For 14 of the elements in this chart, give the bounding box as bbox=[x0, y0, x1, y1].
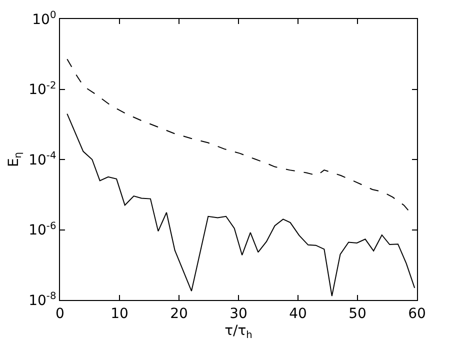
y-tick-label: 10$^{-6}$ bbox=[28, 220, 56, 239]
x-tick-label: 20 bbox=[170, 306, 188, 322]
x-tick-label: 0 bbox=[56, 306, 64, 322]
line-series bbox=[66, 113, 416, 296]
x-tick-label: 30 bbox=[230, 306, 248, 322]
x-tick-label: 10 bbox=[110, 306, 128, 322]
y-tick-label: 10$^{0}$ bbox=[32, 10, 56, 28]
x-tick-label: 40 bbox=[289, 306, 307, 322]
x-axis-title: τ/τ$_{h}$ bbox=[224, 323, 252, 342]
y-tick-label: 10$^{-8}$ bbox=[28, 291, 56, 309]
y-tick-label: 10$^{-4}$ bbox=[28, 150, 56, 168]
x-tick-label: 60 bbox=[408, 306, 426, 322]
x-tick-label: 50 bbox=[348, 306, 366, 322]
y-tick-label: 10$^{-2}$ bbox=[28, 80, 56, 98]
